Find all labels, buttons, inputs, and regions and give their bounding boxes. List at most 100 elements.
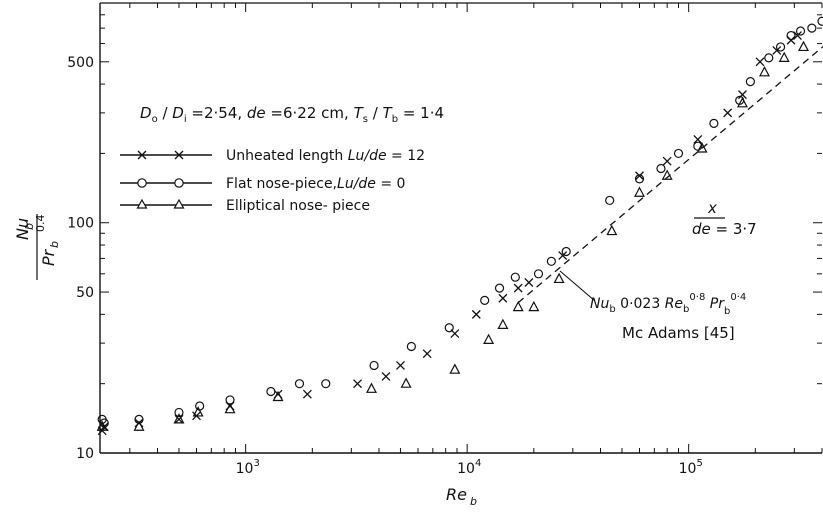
x-tick-label: 104 [457,458,481,477]
point-x-marker [174,414,184,424]
point-circle-marker [817,16,823,26]
legend-marker-x [137,150,184,160]
ratio-annotation: x de = 3·7 [692,199,757,238]
point-x-marker [772,45,782,55]
point-triangle-marker [272,390,284,402]
point-circle-marker [369,360,379,371]
point-triangle-marker [449,363,461,374]
series-o [97,16,823,428]
point-x-marker [755,57,765,67]
point-circle-marker [444,323,454,333]
point-triangle-marker [224,402,236,414]
point-circle-marker [266,386,276,397]
point-triangle-marker [400,377,412,388]
svg-text:Mc Adams [45]: Mc Adams [45] [622,324,735,342]
svg-text:de = 3·7: de = 3·7 [692,220,757,238]
series-triangle [96,40,809,431]
point-triangle-marker [696,142,708,153]
svg-text:Pr: Pr [39,248,58,266]
point-circle-marker [807,23,817,33]
y-tick-label: 100 [67,216,94,232]
x-tick-label: 103 [236,458,260,477]
legend-item-flat: Flat nose-piece,Lu/de = 0 [120,176,405,192]
point-circle-marker [795,26,806,36]
point-x-marker [396,360,405,370]
point-circle-marker [546,256,556,266]
legend-label-unheated: Unheated length Lu/de = 12 [226,148,425,164]
legend: Unheated length Lu/de = 12 Flat nose-pie… [120,148,425,214]
point-triangle-marker [758,66,770,77]
point-x-marker [738,90,747,100]
y-tick-label: 500 [67,55,94,71]
y-axis-label: Nu b Pr b 0.4 [13,214,61,280]
x-tick-label: 105 [679,458,703,477]
point-circle-marker [656,163,666,174]
svg-text:Nub 0·023 Reb0·8 Prb0·4: Nub 0·023 Reb0·8 Prb0·4 [590,292,746,317]
point-x-marker [381,371,391,381]
point-circle-marker [764,53,774,63]
point-circle-marker [480,295,490,305]
point-circle-marker [673,148,684,159]
point-x-marker [302,389,312,399]
point-x-marker [635,171,644,181]
svg-text:0.4: 0.4 [34,215,47,233]
point-x-marker [524,278,534,287]
point-x-marker [786,35,796,45]
svg-text:Re: Re [446,485,467,504]
point-circle-marker [406,341,416,352]
point-circle-marker [134,414,144,424]
point-circle-marker [510,272,520,282]
data-points [96,16,823,436]
point-circle-marker [693,141,703,151]
point-triangle-marker [778,51,790,62]
point-circle-marker [225,395,235,405]
y-tick-label: 50 [76,285,94,301]
point-circle-marker [294,379,305,389]
point-triangle-marker [133,420,145,431]
point-triangle-marker [173,413,185,424]
point-circle-marker [786,30,796,41]
point-x-marker [471,309,481,319]
point-triangle-marker [797,40,809,52]
legend-label-flat: Flat nose-piece,Lu/de = 0 [226,176,405,192]
point-triangle-marker [366,382,378,393]
point-triangle-marker [497,318,509,330]
point-x-marker [513,283,523,293]
point-x-marker [558,251,568,261]
point-circle-marker [605,195,615,206]
svg-text:b: b [48,241,61,248]
point-x-marker [662,156,672,166]
svg-text:b: b [23,223,36,230]
point-circle-marker [745,77,755,87]
point-circle-marker [174,407,184,418]
point-circle-marker [494,283,505,293]
plot-frame [99,2,822,454]
svg-text:x: x [707,199,717,217]
svg-text:b: b [470,495,477,508]
point-triangle-marker [634,186,646,197]
point-triangle-marker [661,169,673,180]
point-x-marker [353,379,363,389]
point-x-marker [723,108,733,118]
correlation-line [517,45,823,304]
parameters-text: Do / Di =2·54, de =6·22 cm, Ts / Tb = 1·… [140,104,444,125]
correlation-annotation: Nub 0·023 Reb0·8 Prb0·4 Mc Adams [45] [559,270,746,342]
legend-item-unheated: Unheated length Lu/de = 12 [120,148,425,164]
legend-label-elliptical: Elliptical nose- piece [226,198,370,214]
point-triangle-marker [192,406,204,417]
point-x-marker [793,31,802,41]
legend-item-elliptical: Elliptical nose- piece [120,198,370,214]
point-triangle-marker [528,300,540,312]
point-circle-marker [709,118,719,129]
correlation-line-group [517,45,823,304]
x-axis-label: Re b [446,485,477,508]
point-triangle-marker [553,272,565,284]
point-x-marker [498,293,508,303]
point-x-marker [693,134,703,144]
point-circle-marker [321,379,331,389]
point-triangle-marker [483,333,495,344]
point-triangle-marker [606,224,618,236]
point-circle-marker [775,42,786,52]
y-tick-label: 10 [76,446,94,462]
